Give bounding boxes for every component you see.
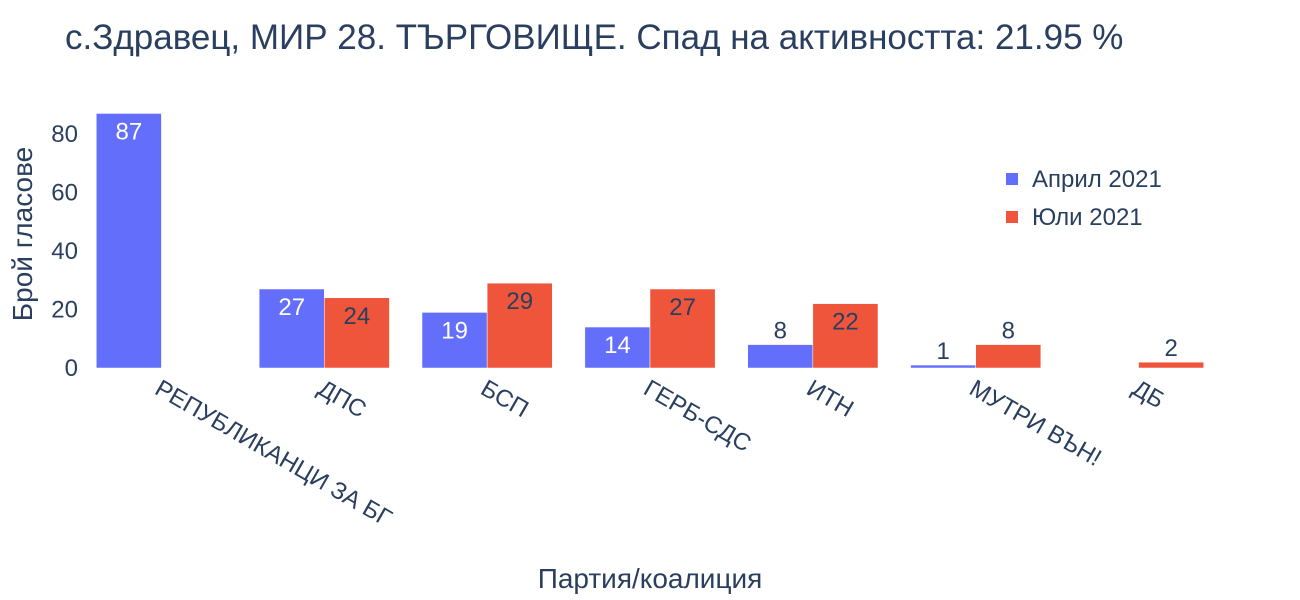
bar-value-label: 2	[1164, 335, 1177, 362]
y-tick-label: 40	[51, 238, 78, 265]
bar	[421, 312, 488, 369]
x-tick-label: МУТРИ ВЪН!	[965, 375, 1106, 472]
x-tick-label: ДПС	[313, 375, 371, 424]
bars	[96, 113, 1204, 369]
legend-label: Април 2021	[1032, 166, 1162, 193]
bar-value-label: 24	[344, 303, 371, 330]
y-axis-title: Брой гласове	[7, 147, 38, 321]
bar-value-label: 8	[1002, 318, 1015, 345]
bar	[486, 282, 553, 369]
x-tick-label: ИТН	[802, 375, 858, 423]
bar	[1138, 361, 1204, 369]
y-axis-ticks: 0 20 40 60 80	[51, 121, 78, 382]
bar	[584, 326, 651, 369]
bar-value-label: 14	[604, 332, 631, 359]
bar	[649, 288, 716, 369]
bar	[324, 297, 390, 369]
bar	[812, 303, 879, 369]
y-tick-label: 0	[65, 355, 78, 382]
legend-swatch	[1006, 173, 1018, 185]
bar-value-label: 27	[278, 294, 305, 321]
y-tick-label: 60	[51, 179, 78, 206]
bar	[258, 288, 325, 369]
bar-value-label: 22	[832, 309, 859, 336]
bar	[96, 113, 162, 369]
legend-label: Юли 2021	[1032, 204, 1143, 231]
legend-swatch	[1006, 211, 1018, 223]
bar	[910, 364, 976, 369]
bar-value-label: 8	[774, 318, 787, 345]
chart-title: с.Здравец, МИР 28. ТЪРГОВИЩЕ. Спад на ак…	[65, 18, 1123, 57]
bar-labels: 87 27 19 14 8 1 24 29 27 22 8 2	[116, 118, 1178, 365]
bar	[747, 344, 814, 369]
bar-value-label: 1	[936, 338, 949, 365]
x-tick-label: ДБ	[1128, 375, 1169, 414]
x-axis-title: Партия/коалиция	[538, 563, 763, 594]
bar-value-label: 19	[441, 317, 468, 344]
bar-value-label: 29	[506, 288, 533, 315]
y-tick-label: 80	[51, 121, 78, 148]
y-tick-label: 20	[51, 296, 78, 323]
x-tick-label: БСП	[476, 375, 533, 423]
legend: Април 2021 Юли 2021	[1006, 166, 1162, 231]
bar-value-label: 87	[116, 118, 143, 145]
x-tick-label: ГЕРБ-СДС	[639, 375, 756, 458]
bar-value-label: 27	[669, 294, 696, 321]
bar	[975, 344, 1042, 369]
